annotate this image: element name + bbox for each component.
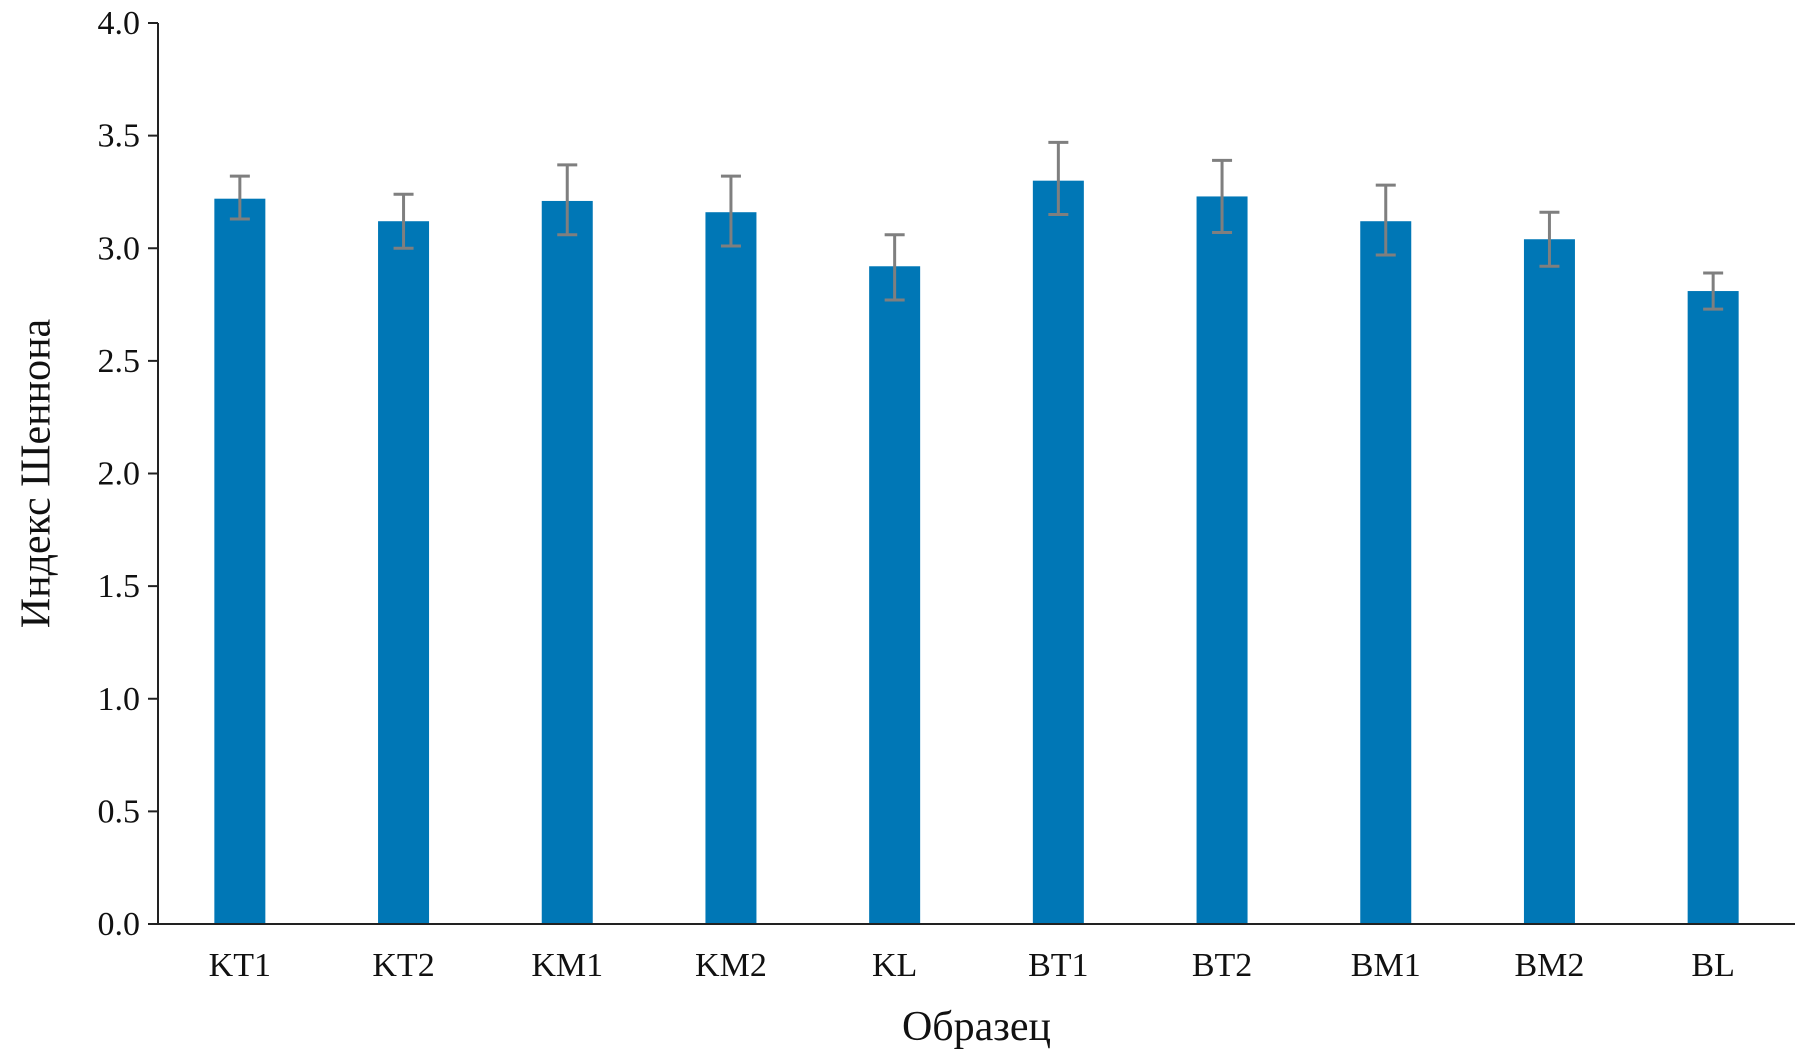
y-tick-label: 1.0 [98, 681, 141, 718]
error-bar-kl [884, 233, 905, 302]
y-tick-label: 3.0 [98, 230, 141, 267]
bar-bm2 [1523, 239, 1575, 925]
error-bar-bt2 [1212, 158, 1233, 234]
y-tick-label: 1.5 [98, 568, 141, 605]
x-tick-label-km1: KM1 [531, 947, 603, 984]
bars-group [214, 180, 1739, 925]
bar-kt1 [214, 198, 266, 924]
x-tick-label-bm2: BM2 [1514, 947, 1584, 984]
bar-bt2 [1196, 196, 1248, 924]
error-bar-kt2 [393, 192, 414, 250]
x-tick-label-kt2: KT2 [372, 947, 434, 984]
bar-km1 [541, 200, 593, 924]
bar-kt2 [378, 221, 430, 925]
y-tick-label: 3.5 [98, 118, 141, 155]
x-tick-label-bt1: BT1 [1028, 947, 1088, 984]
y-tick-label: 0.0 [98, 906, 141, 943]
error-bar-bm2 [1539, 210, 1560, 268]
x-tick-label-bl: BL [1691, 947, 1734, 984]
x-tick-label-kl: KL [872, 947, 917, 984]
error-bar-bt1 [1048, 140, 1069, 216]
error-bar-bm1 [1375, 183, 1396, 257]
x-tick-label-kt1: KT1 [209, 947, 271, 984]
x-tick-label-bm1: BM1 [1351, 947, 1421, 984]
bar-bm1 [1360, 221, 1412, 925]
y-tick-label: 0.5 [98, 793, 141, 830]
error-bar-km2 [720, 174, 741, 248]
bar-km2 [705, 212, 757, 924]
y-tick-label: 2.0 [98, 456, 141, 493]
error-bar-km1 [557, 163, 578, 237]
bar-bt1 [1032, 180, 1084, 925]
error-bar-bl [1703, 271, 1724, 311]
y-axis-title: Индекс Шеннона [14, 318, 60, 628]
y-axis-ticks: 0.0 0.5 1.0 1.5 2.0 2.5 3.0 3.5 4.0 [98, 5, 158, 943]
y-tick-label: 4.0 [98, 5, 141, 42]
x-tick-label-km2: KM2 [695, 947, 767, 984]
x-tick-label-bt2: BT2 [1192, 947, 1252, 984]
x-axis-ticks: KT1 KT2 KM1 KM2 KL BT1 BT2 BM1 BM2 BL [209, 947, 1735, 984]
bar-kl [869, 266, 921, 924]
y-tick-label: 2.5 [98, 343, 141, 380]
bar-bl [1687, 291, 1739, 924]
error-bar-kt1 [229, 174, 250, 221]
x-axis-title: Образец [902, 1004, 1051, 1050]
error-bars-group [229, 140, 1724, 311]
